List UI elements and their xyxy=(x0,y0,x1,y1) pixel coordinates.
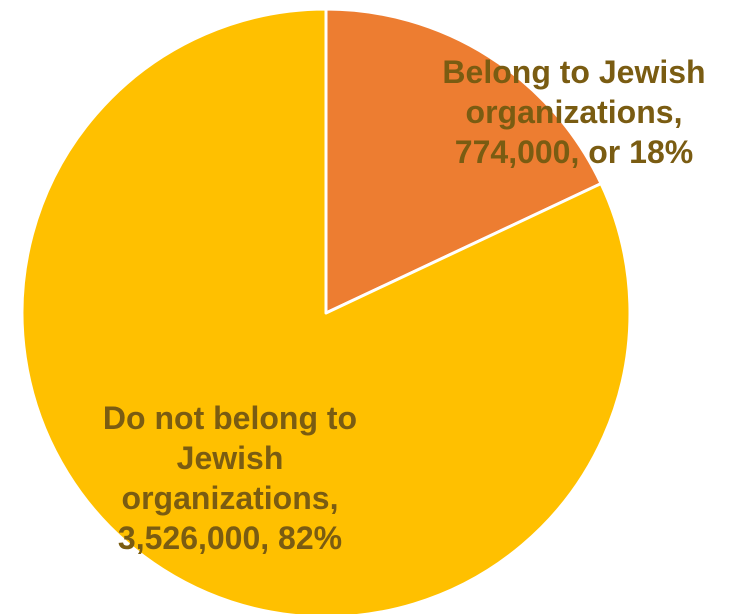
pie-slice-not-belong xyxy=(20,7,632,614)
pie-slice-belong xyxy=(324,7,603,315)
data-label-not-belong-line-4: 3,526,000, 82% xyxy=(117,520,343,556)
data-label-not-belong-line-3: organizations, xyxy=(121,480,339,516)
data-label-belong: Belong to Jewish organizations, 774,000,… xyxy=(414,52,734,172)
data-label-belong-line-1: Belong to Jewish xyxy=(442,54,706,90)
data-label-not-belong-line-1: Do not belong to xyxy=(102,400,358,436)
data-label-belong-line-2: organizations, xyxy=(465,94,683,130)
data-label-not-belong: Do not belong to Jewish organizations, 3… xyxy=(60,398,400,558)
data-label-not-belong-line-2: Jewish xyxy=(176,440,284,476)
pie-slices xyxy=(20,7,632,614)
data-label-belong-line-3: 774,000, or 18% xyxy=(454,134,694,170)
